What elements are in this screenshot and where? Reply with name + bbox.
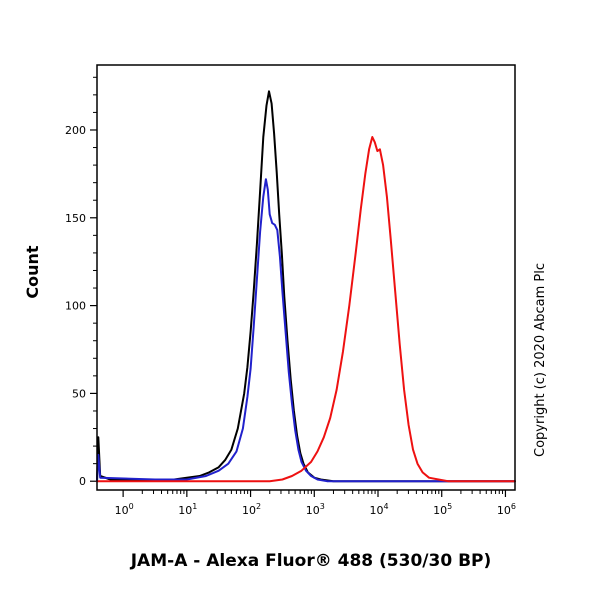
- chart-title: JAM-A - Alexa Fluor® 488 (530/30 BP): [130, 551, 492, 571]
- svg-text:106: 106: [497, 502, 516, 517]
- svg-text:50: 50: [72, 387, 86, 400]
- black-curve: [96, 90, 516, 483]
- svg-text:200: 200: [65, 124, 86, 137]
- svg-text:105: 105: [433, 502, 452, 517]
- red-curve: [96, 136, 516, 483]
- svg-text:100: 100: [65, 300, 86, 313]
- blue-curve: [96, 178, 516, 483]
- svg-text:102: 102: [242, 502, 261, 517]
- svg-text:0: 0: [79, 475, 86, 488]
- svg-text:103: 103: [306, 502, 325, 517]
- x-axis: 100 101 102 103 104 105 106: [115, 490, 516, 517]
- y-axis-title: Count: [23, 245, 42, 299]
- svg-text:100: 100: [115, 502, 134, 517]
- svg-text:104: 104: [369, 502, 388, 517]
- svg-text:150: 150: [65, 212, 86, 225]
- y-axis: 0 50 100 150 200: [65, 76, 97, 488]
- copyright-notice: Copyright (c) 2020 Abcam Plc: [533, 263, 548, 457]
- plot-frame: [96, 64, 516, 491]
- svg-text:101: 101: [178, 502, 197, 517]
